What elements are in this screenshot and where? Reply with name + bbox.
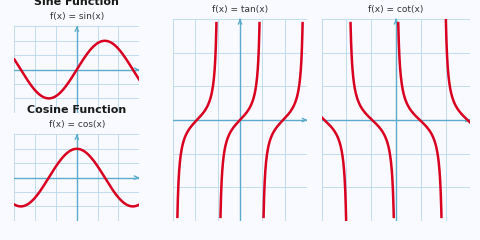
Text: f(x) = cos(x): f(x) = cos(x) [48, 120, 105, 129]
Text: f(x) = sin(x): f(x) = sin(x) [49, 12, 104, 21]
Text: Sine Function: Sine Function [35, 0, 119, 7]
Text: f(x) = tan(x): f(x) = tan(x) [212, 5, 268, 14]
Text: Cosine Function: Cosine Function [27, 105, 126, 115]
Text: f(x) = cot(x): f(x) = cot(x) [368, 5, 424, 14]
